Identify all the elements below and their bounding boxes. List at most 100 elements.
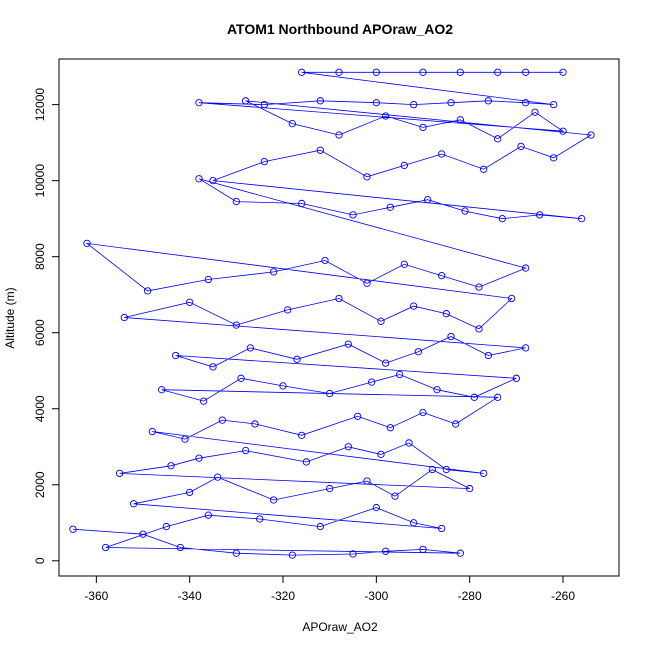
- data-point: [456, 116, 464, 124]
- data-point: [419, 545, 427, 554]
- data-point: [186, 298, 194, 306]
- data-point: [158, 386, 166, 394]
- data-point: [246, 344, 254, 352]
- data-point: [335, 68, 343, 76]
- series-line: [72, 71, 593, 556]
- data-point: [293, 355, 301, 363]
- data-point: [377, 450, 385, 459]
- data-point: [102, 543, 110, 552]
- x-tick-label: -300: [364, 589, 388, 603]
- data-point: [484, 351, 492, 360]
- data-point: [424, 196, 432, 204]
- data-point: [391, 492, 399, 500]
- data-point: [251, 420, 259, 428]
- data-point: [428, 465, 436, 474]
- data-point: [368, 378, 376, 386]
- data-point: [517, 142, 525, 151]
- data-point: [396, 370, 404, 379]
- data-point: [372, 99, 380, 107]
- x-tick-label: -260: [551, 589, 575, 603]
- data-point: [344, 340, 352, 348]
- data-point: [470, 393, 478, 401]
- data-point: [270, 496, 278, 504]
- data-point: [382, 547, 390, 555]
- y-tick-label: 10000: [33, 164, 47, 198]
- data-point: [83, 239, 91, 248]
- y-tick-label: 2000: [33, 471, 47, 498]
- x-axis-label: APOraw_AO2: [302, 620, 378, 634]
- series-lines: [72, 71, 593, 556]
- data-point: [363, 173, 371, 181]
- data-point: [456, 549, 464, 557]
- data-point: [419, 408, 427, 417]
- data-point: [400, 161, 408, 170]
- data-point: [382, 112, 390, 120]
- y-axis-label: Altitude (m): [3, 287, 17, 348]
- data-point: [344, 443, 352, 451]
- data-point: [372, 503, 380, 512]
- data-point: [438, 524, 446, 533]
- data-point: [316, 97, 324, 105]
- data-point: [410, 519, 418, 527]
- data-point: [186, 488, 194, 497]
- data-point: [550, 154, 558, 162]
- data-point: [298, 68, 306, 76]
- data-point: [405, 439, 413, 447]
- data-point: [195, 175, 203, 183]
- data-point: [494, 393, 502, 401]
- data-point: [284, 306, 292, 314]
- data-point: [475, 325, 483, 333]
- data-point: [139, 530, 147, 538]
- data-point: [461, 207, 469, 215]
- data-point: [302, 458, 310, 466]
- data-point: [522, 99, 530, 107]
- data-point: [466, 484, 474, 493]
- y-tick-label: 8000: [33, 243, 47, 270]
- data-point: [204, 511, 212, 519]
- data-point: [69, 525, 77, 533]
- data-point: [256, 515, 264, 523]
- data-point: [162, 522, 170, 531]
- data-point: [363, 279, 371, 287]
- data-point: [494, 135, 502, 143]
- data-point: [498, 215, 506, 223]
- data-point: [377, 317, 385, 325]
- y-tick-label: 0: [33, 557, 47, 564]
- data-point: [386, 424, 394, 432]
- data-point: [176, 543, 184, 552]
- data-point: [522, 344, 530, 352]
- data-point: [372, 68, 380, 76]
- data-point: [452, 420, 460, 428]
- data-point: [480, 165, 488, 173]
- data-point: [288, 119, 296, 128]
- x-tick-label: -280: [458, 589, 482, 603]
- data-point: [442, 465, 450, 474]
- y-tick-label: 12000: [33, 88, 47, 122]
- data-point: [316, 146, 324, 154]
- data-point: [316, 522, 324, 531]
- data-point: [200, 397, 208, 405]
- data-point: [494, 68, 502, 76]
- data-point: [288, 551, 296, 559]
- data-point: [148, 427, 156, 436]
- data-point: [382, 359, 390, 367]
- data-point: [130, 500, 138, 508]
- data-point: [522, 264, 530, 272]
- data-point: [120, 313, 128, 322]
- data-point: [214, 473, 222, 481]
- data-point: [587, 131, 595, 139]
- data-point: [354, 412, 362, 420]
- data-point: [410, 100, 418, 109]
- data-point: [419, 68, 427, 76]
- data-point: [414, 348, 422, 356]
- data-point: [144, 287, 152, 295]
- data-point: [550, 100, 558, 109]
- chart-title: ATOM1 Northbound APOraw_AO2: [227, 21, 453, 37]
- y-axis: 0 2000 4000 6000 8000 10000 12000: [33, 88, 60, 564]
- data-point: [204, 275, 212, 284]
- data-point: [237, 374, 245, 382]
- data-point: [419, 123, 427, 132]
- data-point: [447, 99, 455, 107]
- y-tick-label: 4000: [33, 395, 47, 422]
- data-point: [447, 332, 455, 341]
